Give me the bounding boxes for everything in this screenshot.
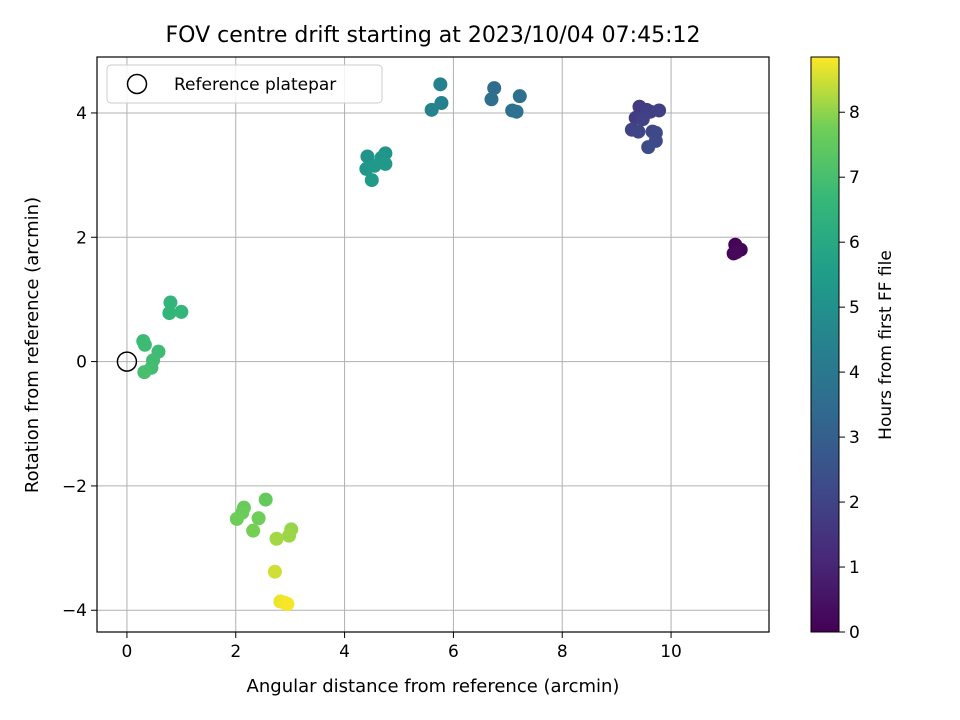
data-point <box>641 140 656 155</box>
data-point <box>280 597 295 612</box>
y-tick-label: 2 <box>76 228 87 248</box>
data-points <box>116 77 748 612</box>
y-axis-ticks: −4 −2 0 2 4 <box>62 104 97 621</box>
data-point <box>282 528 297 543</box>
colorbar-tick-label: 7 <box>849 168 860 188</box>
colorbar-tick-label: 6 <box>849 233 860 253</box>
data-point <box>424 102 439 117</box>
reference-platepar-marker <box>116 351 138 372</box>
legend-reference-marker <box>126 73 148 95</box>
data-point <box>163 295 178 310</box>
data-point <box>246 523 261 538</box>
data-point <box>378 156 393 171</box>
colorbar-gradient <box>810 56 840 633</box>
data-point <box>484 92 499 107</box>
y-tick-label: −2 <box>62 477 87 497</box>
y-tick-label: −4 <box>62 601 87 621</box>
colorbar-tick-label: 0 <box>849 623 860 643</box>
data-point <box>267 564 282 579</box>
data-point <box>434 96 449 110</box>
x-tick-label: 10 <box>660 642 682 662</box>
legend-box <box>106 64 383 104</box>
x-tick-label: 8 <box>557 642 568 662</box>
x-tick-label: 2 <box>230 642 241 662</box>
legend-reference-label: Reference platepar <box>174 75 336 95</box>
data-point <box>174 304 189 319</box>
y-tick-label: 4 <box>76 104 87 124</box>
data-point <box>433 77 448 92</box>
data-point <box>487 81 502 96</box>
data-point <box>364 173 379 188</box>
data-point <box>137 337 152 352</box>
data-point <box>251 511 266 526</box>
colorbar-tick-label: 3 <box>849 428 860 448</box>
x-tick-label: 0 <box>122 642 133 662</box>
y-tick-label: 0 <box>76 353 87 373</box>
data-point <box>729 245 744 260</box>
data-point <box>652 103 667 118</box>
data-point <box>509 104 524 119</box>
y-axis-label: Rotation from reference (arcmin) <box>22 197 43 493</box>
legend: Reference platepar <box>106 64 383 104</box>
x-tick-label: 6 <box>448 642 459 662</box>
colorbar-tick-label: 2 <box>849 493 860 513</box>
colorbar: 0 1 2 3 4 5 6 7 8 Hours from first FF file <box>810 56 896 643</box>
grid <box>97 57 769 632</box>
data-point <box>162 306 177 321</box>
data-point <box>512 89 527 104</box>
x-axis-ticks: 0 2 4 6 8 10 <box>122 632 682 662</box>
colorbar-tick-label: 5 <box>849 298 860 318</box>
data-point <box>229 511 244 526</box>
colorbar-tick-label: 4 <box>849 363 860 383</box>
data-point <box>631 124 646 139</box>
x-axis-label: Angular distance from reference (arcmin) <box>247 676 620 697</box>
plot-frame <box>96 56 770 633</box>
data-point <box>137 365 152 380</box>
data-point <box>269 531 284 546</box>
data-point <box>367 158 382 173</box>
colorbar-label: Hours from first FF file <box>876 250 896 440</box>
colorbar-tick-label: 8 <box>849 103 860 123</box>
colorbar-ticks: 0 1 2 3 4 5 6 7 8 <box>839 103 860 643</box>
colorbar-tick-label: 1 <box>849 558 860 578</box>
chart-title: FOV centre drift starting at 2023/10/04 … <box>166 23 701 48</box>
x-tick-label: 4 <box>339 642 350 662</box>
data-point <box>635 112 650 127</box>
data-point <box>258 492 273 507</box>
